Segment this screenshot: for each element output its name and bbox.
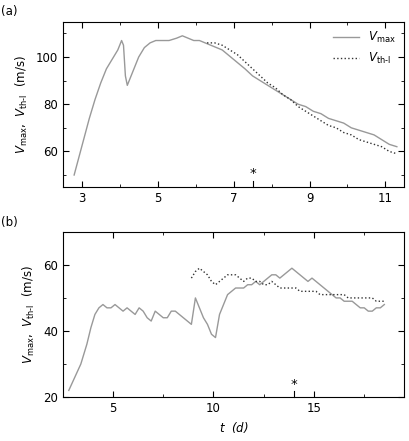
Text: (a): (a) xyxy=(1,5,18,19)
Text: (b): (b) xyxy=(1,216,18,228)
Text: *: * xyxy=(249,168,255,180)
Text: *: * xyxy=(290,377,297,391)
X-axis label: $t$  (d): $t$ (d) xyxy=(218,420,248,435)
Legend: $V_{\mathrm{max}}$, $V_{\mathrm{th\text{-}l}}$: $V_{\mathrm{max}}$, $V_{\mathrm{th\text{… xyxy=(330,27,398,68)
Y-axis label: $V_{\mathrm{max}}$,  $V_{\mathrm{th\text{-}l}}$  (m/s): $V_{\mathrm{max}}$, $V_{\mathrm{th\text{… xyxy=(21,265,37,364)
Y-axis label: $V_{\mathrm{max}}$,  $V_{\mathrm{th\text{-}l}}$  (m/s): $V_{\mathrm{max}}$, $V_{\mathrm{th\text{… xyxy=(14,55,30,153)
